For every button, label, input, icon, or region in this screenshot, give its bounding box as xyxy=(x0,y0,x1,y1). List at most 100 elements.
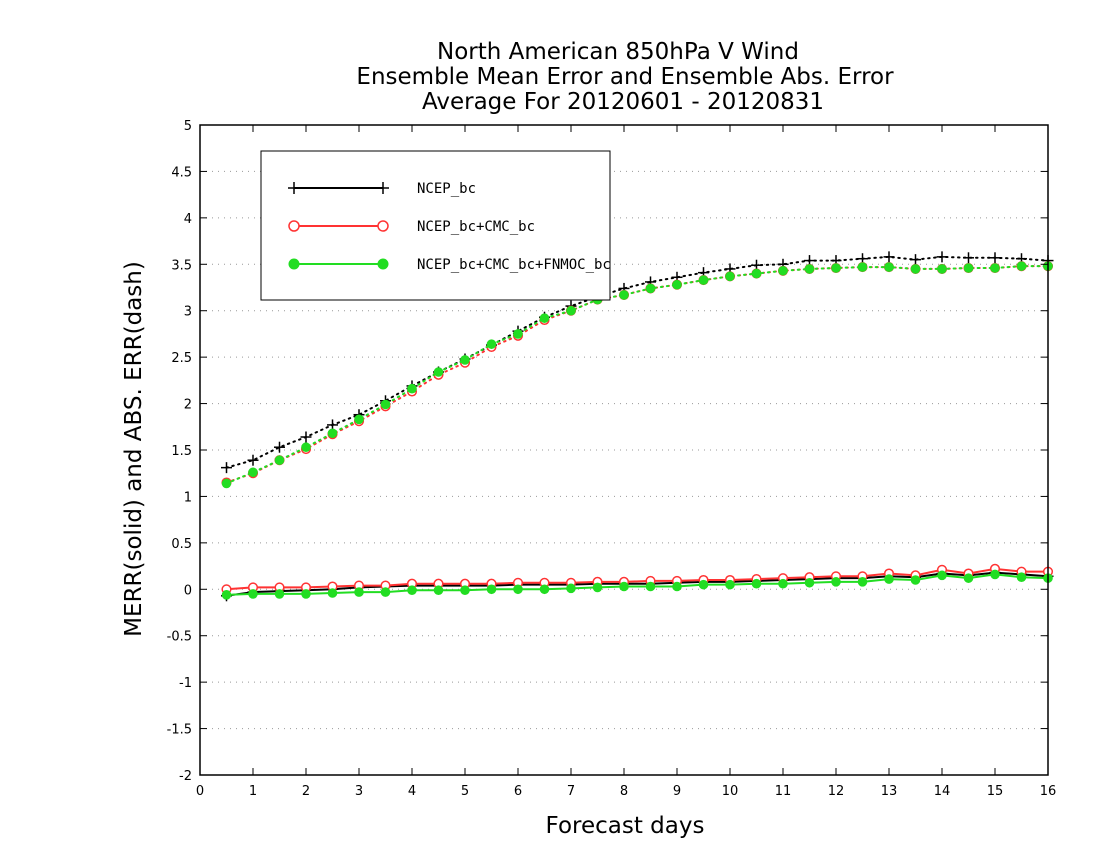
abs-error-point xyxy=(910,264,921,274)
abs-error-point xyxy=(248,467,258,478)
abs-error-point xyxy=(778,265,788,276)
abs-error-point xyxy=(221,462,232,474)
mean-error-point xyxy=(486,584,497,595)
abs-error-point xyxy=(566,305,576,316)
mean-error-point xyxy=(327,588,338,598)
mean-error-point xyxy=(460,585,470,596)
legend-marker xyxy=(377,182,389,194)
chart-title-line-1: North American 850hPa V Wind xyxy=(437,39,799,65)
mean-error-point xyxy=(539,584,550,595)
legend: NCEP_bc NCEP_bc+CMC_bc NCEP_bc+CMC_bc+FNMO… xyxy=(260,150,611,301)
mean-error-point xyxy=(831,577,841,587)
axis-ticks: -2-1.5-1-0.500.511.522.533.544.550 1 2 3 4 5 6… xyxy=(167,119,1057,799)
legend-marker xyxy=(288,258,300,270)
abs-error-point xyxy=(247,454,259,466)
y-tick-label: 2.5 xyxy=(171,351,192,366)
chart-title-line-2: Ensemble Mean Error and Ensemble Abs. Er… xyxy=(356,64,894,90)
abs-error-point xyxy=(433,367,444,377)
abs-error-point xyxy=(380,399,391,410)
mean-error-point xyxy=(301,589,311,599)
x-tick-label: 16 xyxy=(1040,784,1057,799)
y-tick-label: 3.5 xyxy=(171,258,192,273)
mean-error-point xyxy=(937,570,947,581)
mean-error-point xyxy=(645,581,656,592)
abs-error-point xyxy=(539,313,550,323)
y-axis-label: MERR(solid) and ABS. ERR(dash) xyxy=(121,261,147,637)
mean-error-point xyxy=(778,578,788,589)
abs-error-point xyxy=(513,329,523,339)
series-layer xyxy=(221,251,1054,602)
abs-error-point xyxy=(407,383,417,394)
x-tick-label: 2 xyxy=(302,784,310,799)
abs-error-point xyxy=(698,275,709,285)
y-tick-label: -2 xyxy=(179,769,192,784)
abs-error-point xyxy=(274,455,285,466)
x-tick-label: 14 xyxy=(934,784,951,799)
legend-marker xyxy=(377,220,389,232)
abs-error-point xyxy=(301,442,311,453)
legend-entry-2: NCEP_bc+CMC_bc+FNMOC_bc xyxy=(288,257,611,273)
x-tick-label: 0 xyxy=(196,784,204,799)
mean-error-point xyxy=(592,582,603,593)
legend-entry-0: NCEP_bc xyxy=(288,181,476,197)
abs-error-point xyxy=(883,251,895,263)
legend-label: NCEP_bc+CMC_bc xyxy=(417,219,535,235)
abs-error-point xyxy=(672,279,682,290)
y-tick-label: 0.5 xyxy=(171,537,192,552)
x-tick-label: 12 xyxy=(828,784,845,799)
abs-error-point xyxy=(857,262,868,272)
abs-error-point xyxy=(274,441,285,453)
y-tick-label: 4 xyxy=(184,212,192,227)
mean-error-point xyxy=(672,581,682,592)
abs-error-point xyxy=(804,264,815,274)
y-tick-label: 1.5 xyxy=(171,444,192,459)
abs-error-point xyxy=(645,283,656,294)
mean-error-point xyxy=(725,579,735,590)
series-1 xyxy=(221,261,1054,595)
abs-error-point xyxy=(300,431,312,443)
chart-title-line-3: Average For 20120601 - 20120831 xyxy=(422,89,824,115)
abs-error-point xyxy=(989,252,1001,264)
mean-error-point xyxy=(1016,572,1027,583)
mean-error-point xyxy=(274,589,285,599)
y-tick-label: 2 xyxy=(184,398,192,413)
x-tick-label: 9 xyxy=(673,784,681,799)
x-tick-label: 5 xyxy=(461,784,469,799)
x-tick-label: 13 xyxy=(881,784,898,799)
y-tick-label: 3 xyxy=(184,305,192,320)
x-axis-label: Forecast days xyxy=(546,813,705,839)
abs-error-point xyxy=(221,478,232,489)
abs-error-point xyxy=(910,254,921,266)
mean-error-point xyxy=(619,581,629,592)
y-tick-label: 4.5 xyxy=(171,165,192,180)
y-tick-label: -1 xyxy=(179,676,192,691)
x-tick-label: 6 xyxy=(514,784,522,799)
abs-error-point xyxy=(751,268,762,279)
legend-label: NCEP_bc+CMC_bc+FNMOC_bc xyxy=(417,257,611,273)
legend-entry-1: NCEP_bc+CMC_bc xyxy=(288,219,535,235)
abs-error-point xyxy=(963,252,974,264)
abs-error-point xyxy=(1016,261,1027,271)
abs-error-point xyxy=(486,339,497,349)
x-tick-label: 7 xyxy=(567,784,575,799)
mean-error-point xyxy=(698,579,709,590)
abs-error-point xyxy=(460,355,470,365)
abs-error-point xyxy=(990,263,1000,273)
mean-error-point xyxy=(354,587,364,597)
mean-error-point xyxy=(804,577,815,588)
abs-error-point xyxy=(884,262,894,272)
legend-marker xyxy=(377,258,389,270)
x-tick-label: 15 xyxy=(987,784,1004,799)
mean-error-point xyxy=(221,590,232,600)
abs-error-point xyxy=(831,263,841,273)
mean-error-point xyxy=(407,585,417,596)
mean-error-point xyxy=(963,573,974,583)
mean-error-point xyxy=(990,569,1000,580)
abs-error-point xyxy=(936,251,948,263)
legend-label: NCEP_bc xyxy=(417,181,476,197)
mean-error-point xyxy=(380,587,391,597)
mean-error-point xyxy=(566,583,576,594)
x-tick-label: 1 xyxy=(249,784,257,799)
x-tick-label: 8 xyxy=(620,784,628,799)
y-tick-label: -0.5 xyxy=(167,630,192,645)
